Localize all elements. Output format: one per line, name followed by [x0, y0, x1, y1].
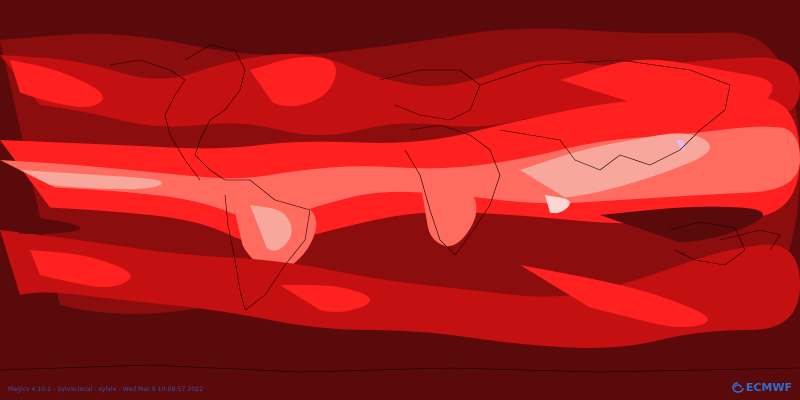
footer-credit: Magics 4.10.1 - Sylvie.local - sylvie - …: [8, 386, 204, 393]
field-south-atlantic-core: [280, 285, 370, 312]
field-north-atlantic-core: [250, 56, 336, 107]
coast-antarctica: [0, 364, 800, 373]
field-maximum-spot: [676, 140, 686, 151]
coast-africa: [404, 124, 501, 256]
field-south-indian-core: [520, 265, 708, 327]
ecmwf-logo: ECMWF: [732, 381, 792, 394]
field-south-america-pale: [250, 205, 292, 251]
field-north-asia-core: [560, 59, 773, 107]
coast-north-america-west: [109, 59, 201, 181]
field-south-track: [0, 230, 800, 348]
field-pacific-pale: [20, 170, 163, 190]
coast-asia: [479, 59, 731, 171]
field-indian-pale: [520, 133, 710, 198]
field-north-pacific-core: [10, 60, 103, 107]
field-south-polar: [0, 340, 800, 400]
coast-north-america-east: [184, 44, 246, 181]
ecmwf-swirl-icon: [732, 382, 744, 393]
field-gap-2: [600, 206, 763, 243]
logo-text: ECMWF: [745, 381, 792, 394]
field-gap-1: [0, 215, 81, 235]
field-africa: [420, 180, 477, 247]
coast-indonesia: [719, 229, 781, 251]
coastlines: [0, 44, 800, 373]
field-north-polar: [0, 0, 800, 28]
field-indian-light: [545, 195, 570, 214]
coast-south-america: [224, 179, 311, 311]
coast-europe: [379, 69, 481, 121]
field-south-pacific-core: [30, 250, 131, 287]
coast-australia: [669, 221, 746, 266]
